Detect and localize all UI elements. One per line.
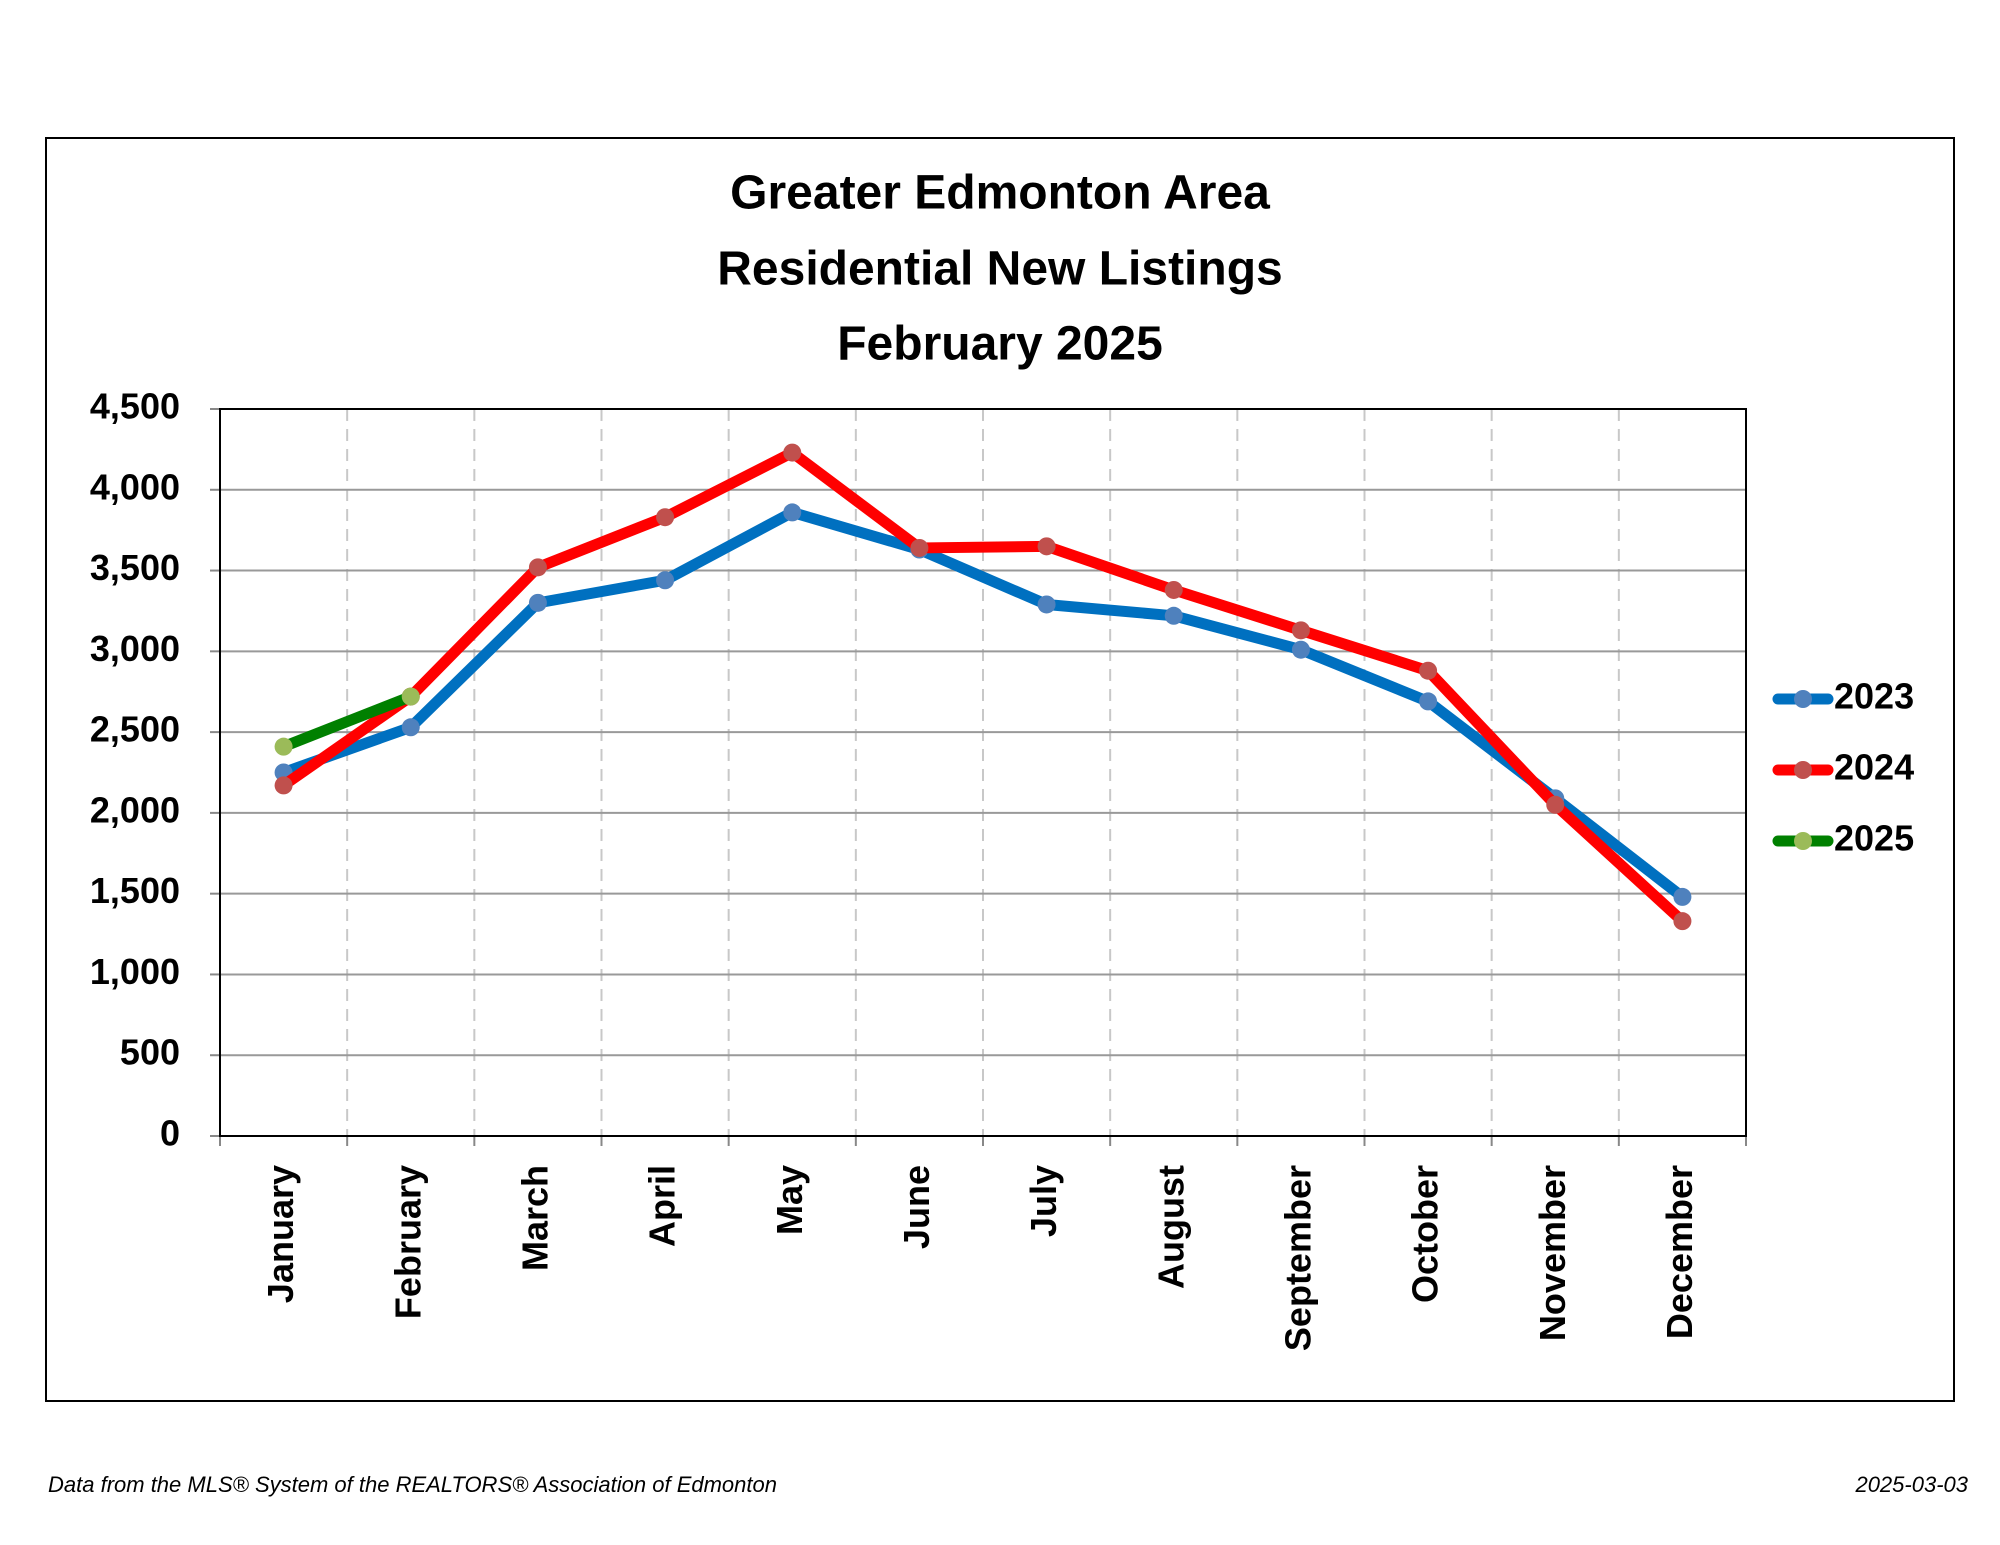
data-point <box>1037 537 1056 556</box>
data-point <box>401 687 420 706</box>
data-point <box>910 538 929 557</box>
x-tick-label: July <box>1023 1165 1064 1237</box>
x-tick-label: October <box>1405 1165 1446 1303</box>
legend-label: 2024 <box>1834 747 1914 788</box>
data-point <box>783 503 802 522</box>
y-tick-label: 2,000 <box>90 789 180 830</box>
data-point <box>656 571 675 590</box>
y-tick-label: 1,500 <box>90 870 180 911</box>
chart-frame <box>45 137 1955 1402</box>
source-note: Data from the MLS® System of the REALTOR… <box>48 1472 777 1497</box>
series-line <box>281 691 413 752</box>
data-point <box>1291 621 1310 640</box>
chart-title: Greater Edmonton Area <box>730 167 1270 220</box>
data-point <box>1164 606 1183 625</box>
data-point <box>401 718 420 737</box>
y-tick-label: 1,000 <box>90 951 180 992</box>
y-tick-label: 3,500 <box>90 547 180 588</box>
legend-marker <box>1794 690 1812 708</box>
plot-frame <box>219 408 1747 1137</box>
data-point <box>274 776 293 795</box>
y-tick-label: 0 <box>160 1113 180 1154</box>
x-tick-label: December <box>1659 1165 1700 1339</box>
date-note: 2025-03-03 <box>1854 1472 1968 1497</box>
data-point <box>656 508 675 527</box>
chart-title: February 2025 <box>837 318 1163 371</box>
x-tick-label: May <box>769 1165 810 1235</box>
legend-marker <box>1794 832 1812 850</box>
data-point <box>783 443 802 462</box>
data-point <box>528 558 547 577</box>
legend-marker <box>1794 761 1812 779</box>
data-point <box>1673 887 1692 906</box>
x-tick-label: September <box>1277 1165 1318 1351</box>
x-tick-label: January <box>260 1165 301 1303</box>
legend-label: 2025 <box>1834 818 1914 859</box>
data-point <box>1419 661 1438 680</box>
x-tick-label: June <box>896 1165 937 1249</box>
x-tick-label: November <box>1532 1165 1573 1341</box>
series-line <box>281 506 1686 902</box>
data-point <box>1546 795 1565 814</box>
data-point <box>1037 595 1056 614</box>
data-point <box>1291 640 1310 659</box>
data-point <box>528 593 547 612</box>
x-tick-label: August <box>1150 1165 1191 1289</box>
y-tick-label: 4,500 <box>90 386 180 427</box>
data-point <box>1673 912 1692 931</box>
series-line <box>280 447 1687 926</box>
data-point <box>1419 692 1438 711</box>
y-tick-label: 3,000 <box>90 628 180 669</box>
data-point <box>274 737 293 756</box>
data-point <box>1164 580 1183 599</box>
x-tick-label: February <box>387 1165 428 1319</box>
legend-label: 2023 <box>1834 676 1914 717</box>
y-tick-label: 500 <box>120 1032 180 1073</box>
chart-title: Residential New Listings <box>717 243 1282 296</box>
y-tick-label: 2,500 <box>90 709 180 750</box>
x-tick-label: April <box>642 1165 683 1247</box>
x-tick-label: March <box>514 1165 555 1271</box>
y-tick-label: 4,000 <box>90 466 180 507</box>
